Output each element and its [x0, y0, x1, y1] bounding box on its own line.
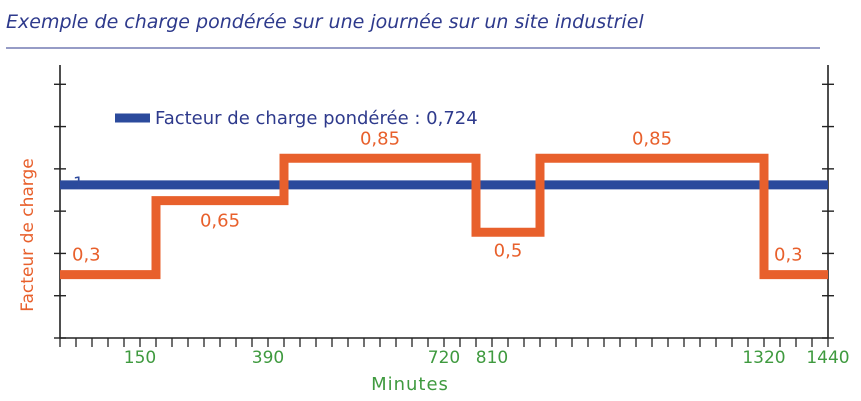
x-tick-label: 720: [428, 348, 460, 368]
y-axis-label: Facteur de charge: [18, 158, 38, 311]
x-tick-label: 150: [124, 348, 156, 368]
legend-label: Facteur de charge pondérée : 0,724: [155, 108, 478, 129]
data-label: 0,65: [200, 211, 240, 232]
x-tick-label: 1320: [742, 348, 785, 368]
data-label: 0,85: [632, 128, 672, 149]
data-label: 0,85: [360, 128, 400, 149]
y-tick-label-1: 1: [73, 174, 84, 194]
series-group: [60, 153, 828, 280]
data-label: 0,3: [72, 245, 101, 266]
data-label: 0,5: [494, 240, 523, 261]
load-step-line: [60, 153, 828, 280]
legend: Facteur de charge pondérée : 0,724: [115, 108, 478, 129]
data-label: 0,3: [774, 245, 803, 266]
axes: 150 390 720 810 1320 1440: [54, 65, 850, 368]
chart-title: Exemple de charge pondérée sur une journ…: [6, 11, 644, 33]
x-axis-label: Minutes: [371, 374, 449, 395]
x-tick-label: 390: [252, 348, 284, 368]
data-labels-group: 0,3 0,65 0,85 0,5 0,85 0,3: [72, 128, 803, 265]
x-tick-label: 1440: [806, 348, 849, 368]
x-tick-label: 810: [476, 348, 508, 368]
